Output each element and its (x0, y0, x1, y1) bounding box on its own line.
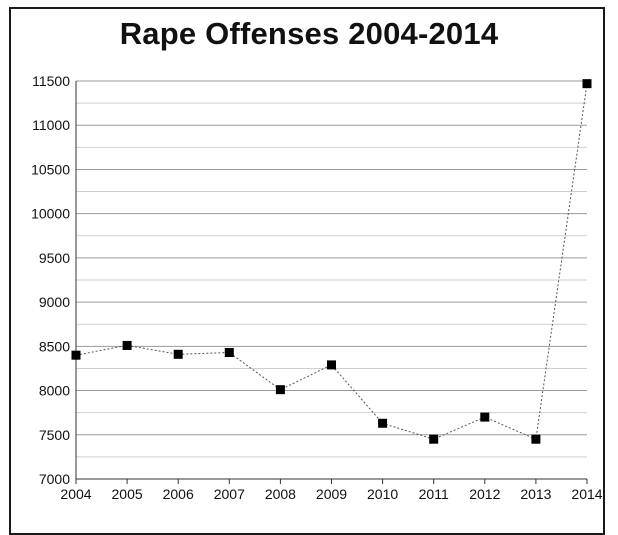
data-point-marker (327, 360, 336, 370)
y-tick-label: 9000 (39, 294, 70, 310)
x-tick-label: 2010 (367, 486, 398, 502)
x-tick-label: 2007 (214, 486, 245, 502)
x-tick-labels: 2004 2005 2006 2007 2008 2009 2010 2011 2012 2013… (60, 479, 603, 502)
x-tick-label: 2011 (419, 486, 449, 502)
x-tick-label: 2012 (469, 486, 500, 502)
x-tick-label: 2009 (316, 486, 347, 502)
chart-frame (9, 7, 605, 535)
data-markers (71, 79, 592, 444)
y-tick-label: 11000 (32, 117, 70, 133)
y-tick-label: 11500 (32, 73, 70, 89)
x-tick-label: 2006 (163, 486, 194, 502)
x-tick-label: 2013 (520, 486, 551, 502)
y-tick-label: 9500 (39, 250, 70, 266)
data-point-marker (122, 340, 132, 350)
y-tick-label: 10000 (31, 206, 70, 222)
y-tick-labels: 7000 7500 8000 8500 9000 9500 10000 10500 11000 1… (31, 73, 70, 487)
y-tick-label: 7000 (39, 471, 70, 487)
data-point-marker (531, 434, 541, 444)
data-point-marker (429, 434, 439, 444)
x-tick-label: 2008 (265, 486, 296, 502)
data-point-marker (71, 350, 81, 360)
data-point-marker (582, 79, 592, 89)
series-line (75, 83, 588, 440)
data-point-marker (224, 348, 234, 358)
x-tick-label: 2004 (60, 486, 91, 502)
series-polyline (75, 83, 588, 440)
y-tick-label: 7500 (39, 427, 70, 443)
x-tick-label: 2005 (112, 486, 143, 502)
data-point-marker (480, 412, 490, 422)
data-point-marker (173, 349, 183, 359)
data-point-marker (275, 385, 285, 395)
x-tick-label: 2014 (571, 486, 602, 502)
chart-title: Rape Offenses 2004-2014 (119, 16, 499, 51)
y-tick-label: 8500 (39, 338, 70, 354)
data-point-marker (378, 418, 388, 428)
gridlines (76, 80, 587, 480)
y-tick-label: 8000 (39, 383, 70, 399)
y-tick-label: 10500 (31, 161, 70, 177)
